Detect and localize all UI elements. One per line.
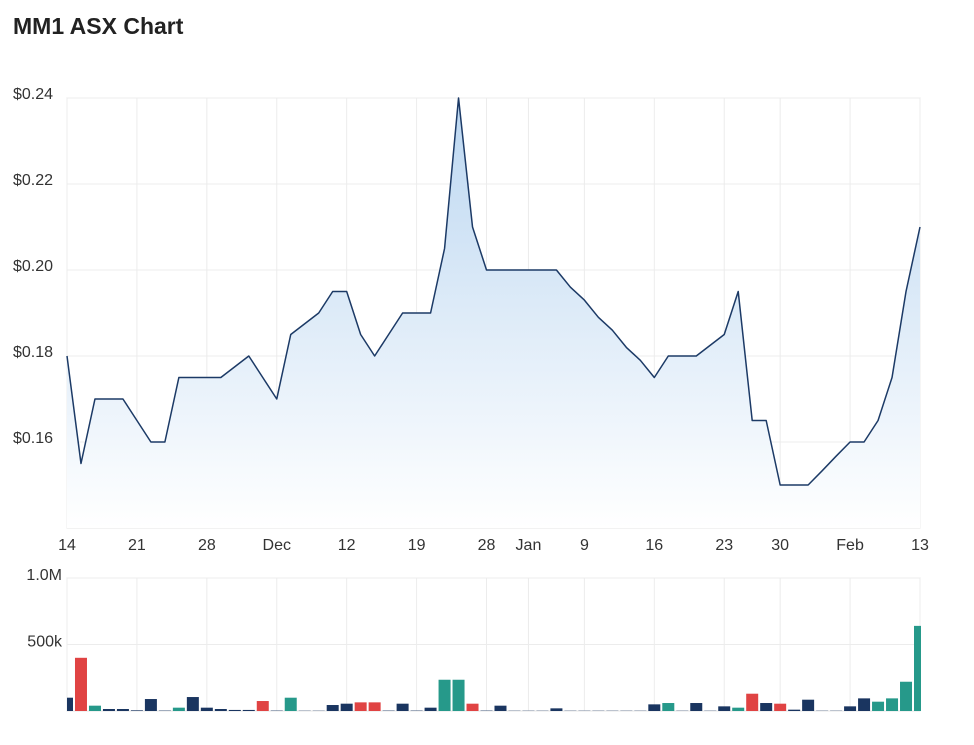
volume-bar (466, 703, 479, 711)
x-tick-label: 16 (645, 537, 663, 554)
volume-bar (452, 679, 465, 711)
y-tick-label: $0.22 (13, 172, 53, 189)
y-tick-label: $0.18 (13, 344, 53, 361)
volume-bar (690, 703, 703, 711)
volume-bar (662, 703, 675, 711)
x-tick-label: 28 (198, 537, 216, 554)
volume-bar (550, 708, 563, 711)
volume-bar (886, 698, 899, 711)
x-tick-label: Feb (836, 537, 864, 554)
volume-bar (872, 701, 885, 711)
volume-bar (74, 657, 87, 711)
x-tick-label: 9 (580, 537, 589, 554)
volume-bar (648, 704, 661, 711)
volume-bar (802, 699, 815, 711)
volume-bar (438, 679, 451, 711)
volume-bar (214, 709, 227, 711)
x-tick-label: 21 (128, 537, 146, 554)
y-tick-label: $0.24 (13, 86, 53, 103)
volume-bar (900, 681, 913, 711)
volume-bar (732, 707, 745, 711)
volume-bar (494, 705, 507, 711)
volume-bar (67, 697, 73, 711)
y-tick-label: $0.16 (13, 430, 53, 447)
volume-bar (914, 625, 921, 711)
volume-bar (116, 709, 129, 711)
volume-bar (88, 705, 101, 711)
price-area (67, 98, 920, 528)
volume-bar (130, 710, 143, 711)
x-tick-label: 28 (478, 537, 496, 554)
volume-bar (396, 703, 409, 711)
y-tick-label: 1.0M (26, 567, 62, 584)
x-tick-label: 19 (408, 537, 426, 554)
volume-bar (424, 707, 437, 711)
volume-bar (760, 703, 773, 711)
volume-bar (354, 702, 367, 711)
volume-bar (718, 706, 731, 711)
volume-bar (774, 703, 787, 711)
price-line (66, 97, 921, 486)
x-tick-label: 30 (771, 537, 789, 554)
y-tick-label: $0.20 (13, 258, 53, 275)
volume-bar (172, 707, 185, 711)
volume-bar (844, 706, 857, 711)
x-tick-label: Jan (516, 537, 542, 554)
y-tick-label: 500k (27, 634, 63, 651)
volume-bar (746, 693, 759, 711)
volume-bar (858, 698, 871, 711)
x-tick-label: 12 (338, 537, 356, 554)
volume-bar (200, 707, 213, 711)
x-tick-label: 23 (715, 537, 733, 554)
chart-title: MM1 ASX Chart (13, 13, 184, 39)
volume-bar (102, 709, 115, 711)
volume-bar (242, 709, 255, 711)
volume-bar (340, 703, 353, 711)
x-tick-label: Dec (263, 537, 291, 554)
volume-bar (186, 697, 199, 711)
volume-bar (256, 701, 269, 711)
x-tick-label: 14 (58, 537, 76, 554)
volume-bar (228, 709, 241, 711)
volume-bar (326, 705, 339, 711)
volume-bar (284, 697, 297, 711)
x-tick-label: 13 (911, 537, 929, 554)
volume-bar (144, 699, 157, 711)
volume-bar (788, 709, 801, 711)
volume-bar (368, 702, 381, 711)
